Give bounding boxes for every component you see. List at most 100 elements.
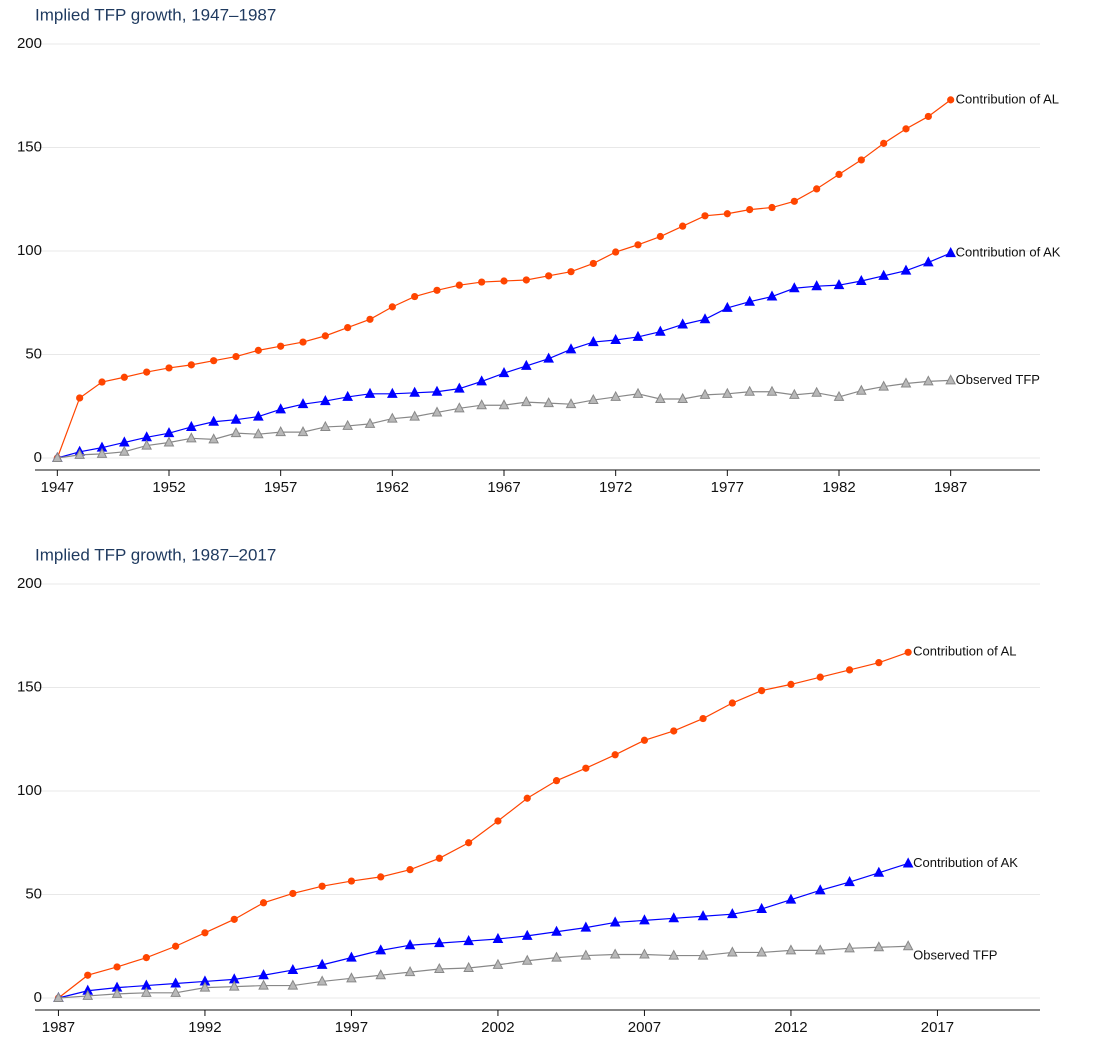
point	[431, 406, 443, 417]
point	[120, 373, 128, 381]
point	[580, 921, 592, 932]
point	[434, 962, 445, 974]
point	[814, 884, 826, 895]
point	[744, 385, 755, 396]
point	[346, 972, 357, 983]
y-tick-label: 200	[17, 575, 42, 592]
point	[406, 866, 414, 874]
point	[143, 368, 151, 376]
point	[875, 659, 883, 667]
point	[435, 854, 443, 862]
point	[364, 387, 376, 398]
point	[53, 991, 64, 1002]
point	[254, 346, 262, 354]
x-tick-label: 1952	[152, 479, 185, 496]
point	[521, 359, 532, 370]
point	[857, 156, 865, 164]
point	[230, 427, 242, 438]
y-tick-label: 150	[17, 678, 42, 695]
point	[833, 390, 845, 401]
point	[947, 96, 955, 104]
point	[165, 364, 173, 372]
point	[230, 413, 242, 424]
point	[844, 942, 855, 953]
point	[454, 402, 465, 413]
point	[170, 986, 181, 997]
chart-panel: Implied TFP growth, 1947–1987 0 50 100 150 20…	[17, 5, 1061, 495]
point	[551, 925, 562, 936]
point	[567, 268, 575, 276]
point	[945, 247, 956, 258]
point	[492, 932, 504, 944]
x-tick-label: 1977	[711, 479, 744, 496]
point	[521, 929, 533, 940]
point	[923, 375, 934, 386]
point	[478, 278, 486, 286]
point	[835, 170, 843, 179]
x-tick-label: 1987	[42, 1019, 75, 1036]
point	[346, 951, 357, 962]
chart-title: Implied TFP growth, 1987–2017	[35, 545, 276, 564]
point	[521, 396, 532, 407]
point	[589, 259, 597, 268]
y-tick-label: 200	[17, 35, 42, 52]
point	[945, 374, 956, 385]
point	[500, 277, 508, 285]
series-label: Observed TFP	[913, 948, 997, 963]
point	[411, 292, 419, 301]
point	[756, 946, 767, 957]
x-tick-label: 2002	[481, 1019, 514, 1036]
x-tick-label: 1992	[188, 1019, 221, 1036]
point	[758, 687, 766, 695]
y-tick-label: 0	[34, 989, 42, 1006]
y-tick-label: 0	[34, 449, 42, 466]
point	[902, 857, 914, 868]
point	[904, 648, 912, 656]
point	[701, 212, 709, 220]
point	[297, 398, 309, 409]
point	[299, 338, 307, 346]
x-tick-label: 1947	[41, 479, 74, 496]
point	[816, 673, 824, 681]
point	[163, 436, 175, 447]
point	[434, 937, 445, 948]
point	[787, 680, 795, 688]
point	[258, 969, 269, 980]
point	[655, 325, 666, 336]
point	[582, 764, 590, 772]
point	[96, 447, 108, 458]
point	[699, 313, 711, 324]
x-tick-label: 2017	[921, 1019, 954, 1036]
point	[187, 361, 195, 369]
point	[201, 929, 209, 937]
point	[320, 420, 331, 431]
point	[768, 203, 776, 212]
point	[811, 280, 822, 291]
point	[639, 948, 650, 959]
point	[723, 210, 731, 218]
point	[342, 390, 353, 401]
point	[431, 385, 443, 396]
point	[814, 944, 826, 955]
point	[465, 839, 473, 847]
series-line	[58, 862, 909, 999]
point	[388, 303, 396, 311]
point	[697, 910, 709, 921]
point	[208, 433, 219, 444]
point	[98, 378, 106, 386]
point	[923, 256, 934, 267]
point	[119, 445, 130, 456]
point	[366, 315, 374, 323]
point	[873, 941, 885, 952]
x-tick-label: 1967	[487, 479, 520, 496]
point	[277, 342, 285, 350]
point	[856, 384, 867, 395]
point	[521, 954, 533, 965]
point	[565, 343, 577, 354]
point	[387, 387, 398, 398]
chart-title: Implied TFP growth, 1947–1987	[35, 5, 276, 24]
point	[52, 451, 63, 462]
point	[186, 432, 197, 443]
point	[744, 295, 755, 306]
point	[727, 908, 738, 919]
